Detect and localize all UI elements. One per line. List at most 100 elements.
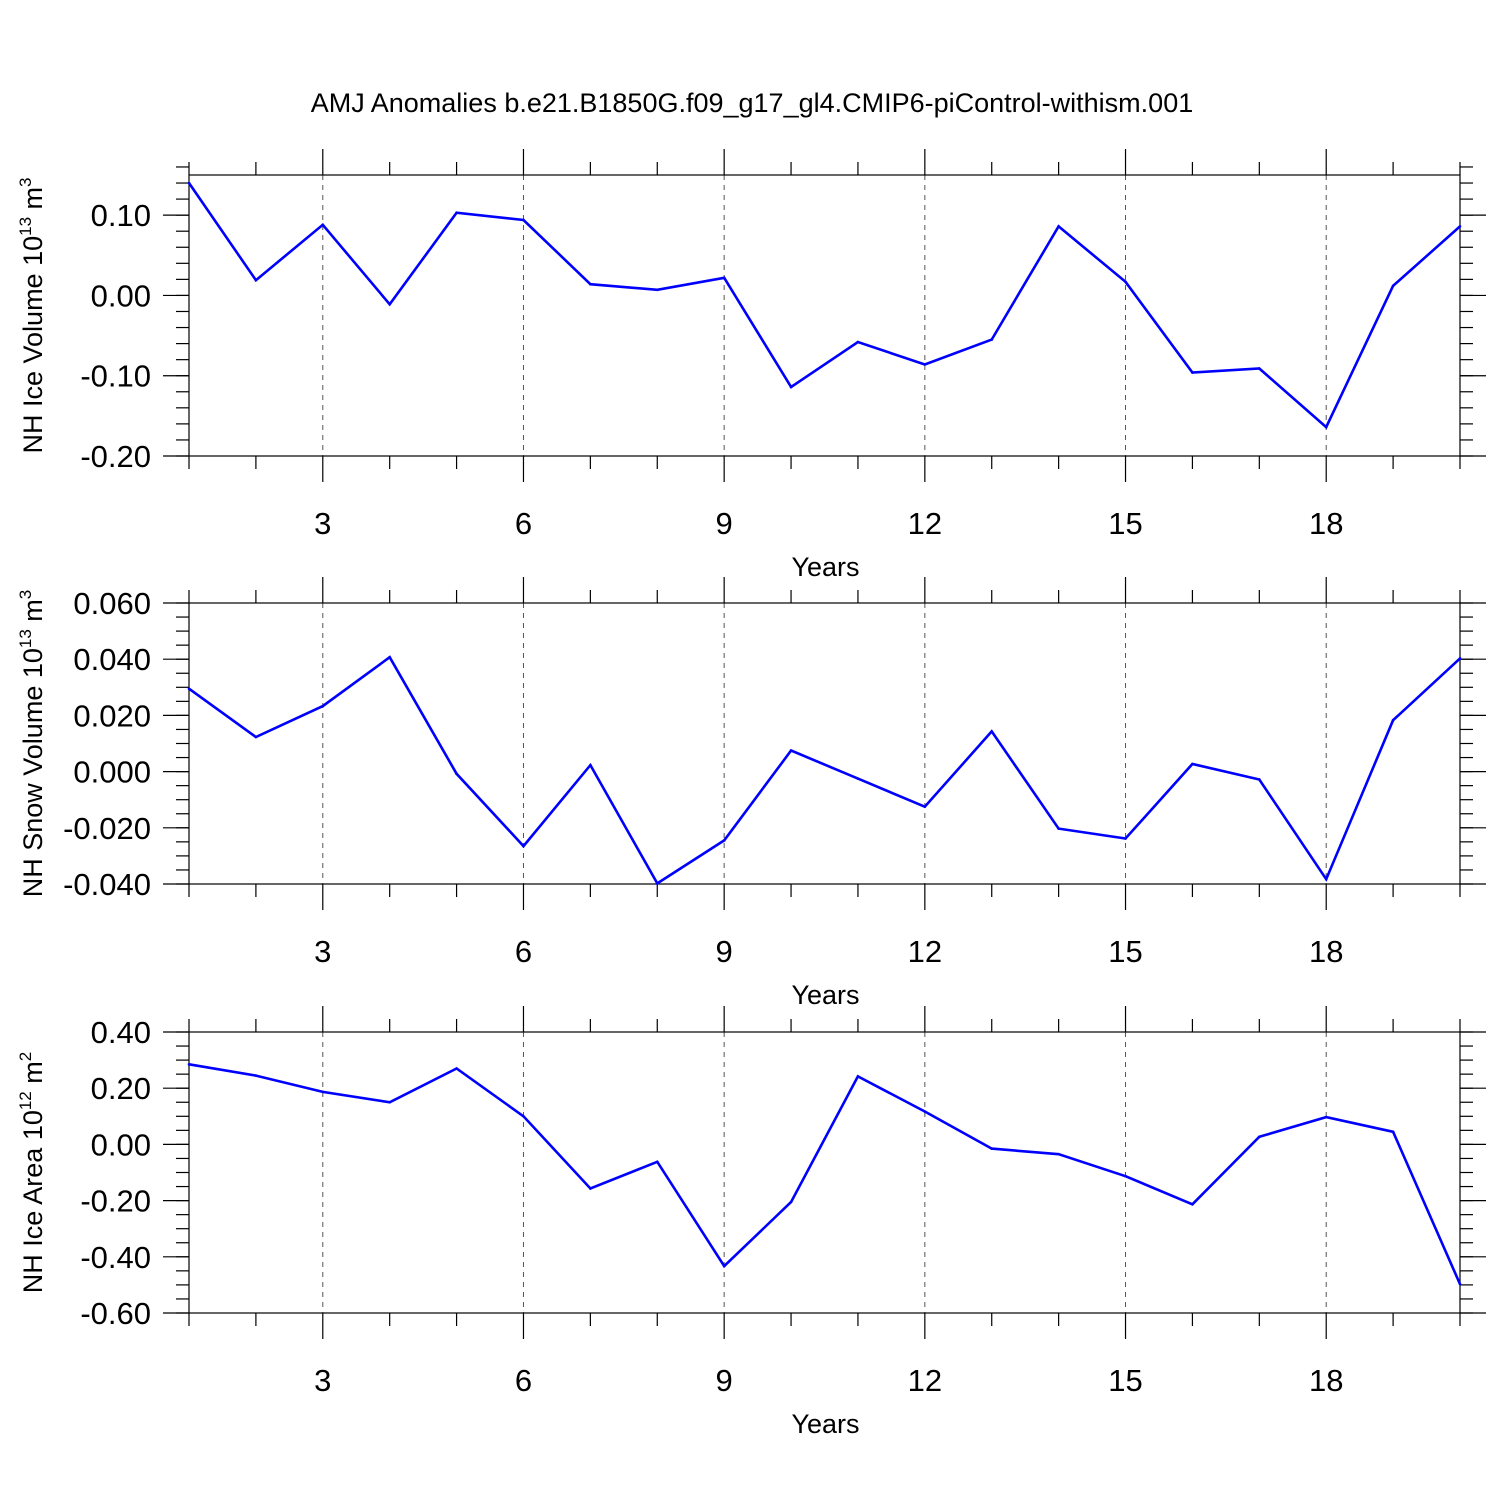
y-tick-label: 0.040 xyxy=(73,642,151,677)
panel-3: -0.60 -0.40 -0.20 0.00 0.20 0.40 3 6 9 12 15 18 Year… xyxy=(16,1006,1486,1439)
data-point xyxy=(1324,877,1328,881)
data-point xyxy=(722,839,726,842)
series-line xyxy=(188,655,1461,886)
data-point xyxy=(1458,225,1462,228)
y-tick-label: 0.20 xyxy=(91,1071,151,1106)
data-point xyxy=(589,282,592,286)
x-tick-label: 9 xyxy=(716,1363,733,1398)
y-tick-label: 0.000 xyxy=(73,755,151,790)
data-point xyxy=(789,385,793,389)
data-point xyxy=(1324,425,1328,429)
data-point xyxy=(722,276,726,280)
y-axis-label-unit: m xyxy=(18,1061,48,1091)
data-point xyxy=(321,704,325,708)
y-axis-label-exponent: 12 xyxy=(16,1091,35,1110)
data-point xyxy=(990,1147,994,1150)
data-point xyxy=(856,340,860,344)
data-point xyxy=(1191,762,1194,766)
y-axis-label-unit-exponent: 3 xyxy=(16,590,35,599)
data-point xyxy=(1124,837,1127,840)
x-tick-label: 12 xyxy=(908,934,942,969)
data-point xyxy=(923,805,927,809)
data-point xyxy=(990,338,994,341)
y-tick-label: -0.040 xyxy=(63,867,151,902)
y-axis-label-unit-exponent: 3 xyxy=(16,178,35,187)
data-point xyxy=(1057,1152,1060,1156)
x-axis-label: Years xyxy=(791,980,859,1010)
y-axis-label: NH Snow Volume 1013 m3 xyxy=(16,590,48,898)
panel-2: -0.040 -0.020 0.000 0.020 0.040 0.060 3 6 9 12 15 1… xyxy=(16,577,1486,1010)
y-axis-label: NH Ice Volume 1013 m3 xyxy=(16,178,48,454)
x-tick-label: 3 xyxy=(314,934,331,969)
data-point xyxy=(187,1063,191,1066)
data-point xyxy=(1324,1115,1328,1119)
x-tick-label: 18 xyxy=(1309,506,1343,541)
data-point xyxy=(923,1110,927,1113)
data-point xyxy=(1057,225,1060,228)
data-point xyxy=(1191,371,1194,374)
data-point xyxy=(455,772,458,776)
y-axis-label: NH Ice Area 1012 m2 xyxy=(16,1052,48,1293)
data-point xyxy=(1057,827,1060,830)
y-axis-label-exponent: 13 xyxy=(16,217,35,236)
y-axis-label-text: NH Ice Volume 10 xyxy=(18,236,48,454)
data-point xyxy=(856,777,860,780)
y-tick-label: 0.020 xyxy=(73,698,151,733)
data-point xyxy=(1391,1130,1395,1134)
x-tick-label: 12 xyxy=(908,1363,942,1398)
data-point xyxy=(1124,1174,1127,1178)
y-tick-label: -0.10 xyxy=(80,359,151,394)
data-point xyxy=(455,1067,458,1070)
y-axis-label-unit-exponent: 2 xyxy=(16,1052,35,1061)
y-tick-label: 0.40 xyxy=(91,1015,151,1050)
y-axis-label-unit: m xyxy=(18,599,48,629)
y-tick-label: 0.10 xyxy=(91,198,151,233)
data-point xyxy=(923,363,927,366)
data-point xyxy=(856,1075,860,1078)
data-point xyxy=(187,181,191,185)
data-point xyxy=(589,1187,592,1190)
x-tick-label: 9 xyxy=(716,506,733,541)
data-point xyxy=(254,278,258,282)
data-point xyxy=(321,1090,325,1094)
data-point xyxy=(655,1160,659,1164)
x-tick-label: 3 xyxy=(314,506,331,541)
data-point xyxy=(321,223,325,227)
data-point xyxy=(655,882,659,885)
x-tick-label: 15 xyxy=(1108,934,1142,969)
data-point xyxy=(254,1074,258,1077)
x-axis-label: Years xyxy=(791,552,859,582)
x-tick-label: 12 xyxy=(908,506,942,541)
data-point xyxy=(990,730,994,733)
data-point xyxy=(522,218,525,222)
data-point xyxy=(1458,1282,1462,1286)
x-tick-label: 15 xyxy=(1108,1363,1142,1398)
data-point xyxy=(1124,280,1127,284)
y-tick-label: -0.20 xyxy=(80,1184,151,1219)
y-tick-label: -0.020 xyxy=(63,811,151,846)
series-line xyxy=(188,1063,1462,1285)
data-point xyxy=(722,1264,726,1268)
y-axis-label-exponent: 13 xyxy=(16,629,35,648)
y-tick-label: 0.060 xyxy=(73,586,151,621)
data-point xyxy=(1191,1202,1194,1206)
y-axis-label-unit: m xyxy=(18,187,48,217)
x-tick-label: 18 xyxy=(1309,1363,1343,1398)
y-tick-label: -0.60 xyxy=(80,1296,151,1331)
data-point xyxy=(1258,1135,1261,1139)
x-tick-label: 15 xyxy=(1108,506,1142,541)
data-point xyxy=(522,844,525,848)
y-axis-label-text: NH Ice Area 10 xyxy=(18,1110,48,1293)
y-axis-label-text: NH Snow Volume 10 xyxy=(18,648,48,897)
data-point xyxy=(1258,778,1261,781)
y-tick-label: -0.40 xyxy=(80,1240,151,1275)
data-point xyxy=(388,302,391,306)
data-point xyxy=(522,1115,525,1118)
x-tick-label: 6 xyxy=(515,506,532,541)
data-point xyxy=(1391,284,1395,288)
x-axis-label: Years xyxy=(791,1409,859,1439)
data-point xyxy=(1258,367,1261,370)
data-point xyxy=(455,211,458,215)
x-tick-label: 3 xyxy=(314,1363,331,1398)
